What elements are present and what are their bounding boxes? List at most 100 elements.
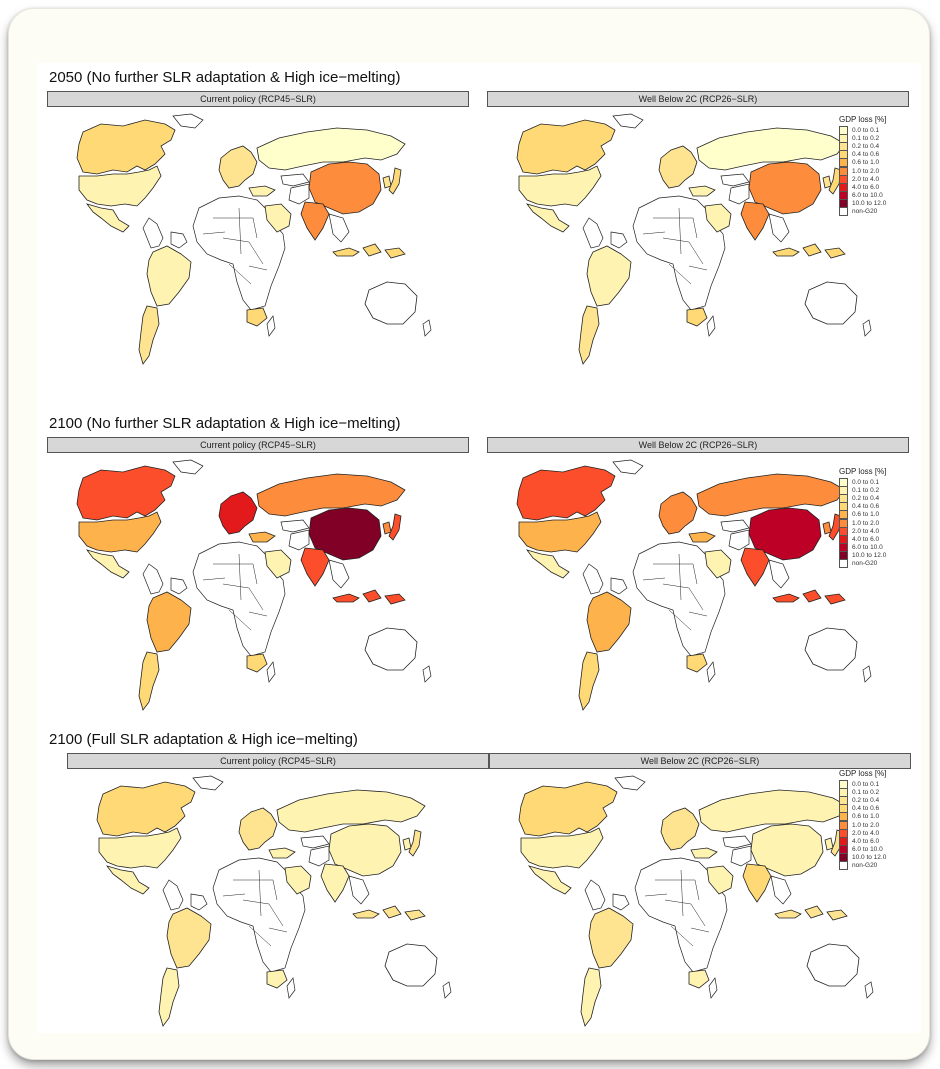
legend-item: 0.0 to 0.1	[839, 126, 905, 134]
legend-item: 0.4 to 0.6	[839, 805, 905, 813]
country-europe	[219, 492, 257, 534]
legend-swatch	[839, 559, 848, 568]
legend-title: GDP loss [%]	[839, 467, 905, 476]
non-g20-land	[287, 978, 295, 998]
non-g20-land	[865, 982, 873, 998]
legend-item: 0.4 to 0.6	[839, 503, 905, 511]
country-brazil	[587, 592, 631, 652]
country-argentina	[581, 968, 601, 1026]
country-turkey	[249, 186, 275, 196]
non-g20-land	[611, 578, 627, 594]
non-g20-land	[267, 662, 275, 682]
country-brazil	[147, 592, 191, 652]
country-argentina	[139, 652, 159, 710]
world-map	[47, 108, 471, 380]
non-g20-land	[583, 218, 603, 248]
country-australia	[385, 944, 437, 986]
non-g20-land	[143, 218, 163, 248]
legend-label: non-G20	[852, 560, 877, 567]
legend-label: 0.2 to 0.4	[852, 495, 879, 502]
country-india	[741, 548, 769, 586]
country-japan	[389, 168, 401, 194]
legend-label: 4.0 to 6.0	[852, 184, 879, 191]
legend-item: 10.0 to 12.0	[839, 552, 905, 560]
legend-item: 10.0 to 12.0	[839, 854, 905, 862]
non-g20-land	[143, 564, 163, 594]
legend-label: non-G20	[852, 208, 877, 215]
non-g20-land	[309, 846, 329, 866]
legend-swatch	[839, 861, 848, 870]
country-australia	[805, 628, 857, 670]
legend-label: 0.0 to 0.1	[852, 127, 879, 134]
world-map	[47, 454, 471, 726]
legend-label: 10.0 to 12.0	[852, 552, 886, 559]
non-g20-land	[267, 316, 275, 336]
legend-label: 0.1 to 0.2	[852, 487, 879, 494]
legend-label: 0.2 to 0.4	[852, 797, 879, 804]
country-india	[301, 548, 329, 586]
legend-label: 0.6 to 1.0	[852, 159, 879, 166]
non-g20-land	[721, 174, 749, 186]
section-2100-full-adaptation: 2100 (Full SLR adaptation & High ice−mel…	[37, 725, 921, 1045]
non-g20-land	[769, 560, 789, 588]
country-canada	[77, 120, 175, 174]
country-canada	[517, 120, 615, 174]
country-europe	[219, 146, 257, 188]
country-turkey	[269, 848, 295, 858]
country-mexico	[107, 866, 149, 894]
non-g20-land	[163, 880, 183, 910]
legend-label: 1.0 to 2.0	[852, 168, 879, 175]
panel-label: Well Below 2C (RCP26−SLR)	[487, 437, 909, 453]
country-mexico	[527, 204, 569, 232]
panel-label: Current policy (RCP45−SLR)	[47, 91, 469, 107]
non-g20-land	[289, 184, 309, 204]
legend-item: 10.0 to 12.0	[839, 200, 905, 208]
non-g20-land	[173, 114, 203, 128]
country-japan	[389, 514, 401, 540]
non-g20-land	[289, 530, 309, 550]
legend-item: non-G20	[839, 560, 905, 568]
non-g20-land	[349, 876, 369, 904]
legend-label: 10.0 to 12.0	[852, 854, 886, 861]
country-india	[741, 202, 769, 240]
legend-label: non-G20	[852, 862, 877, 869]
country-south-africa	[247, 654, 267, 672]
panel-label: Well Below 2C (RCP26−SLR)	[489, 753, 911, 769]
legend-item: 0.2 to 0.4	[839, 494, 905, 502]
country-europe	[659, 492, 697, 534]
country-canada	[77, 466, 175, 520]
legend: GDP loss [%] 0.0 to 0.1 0.1 to 0.2 0.2 to 0…	[839, 769, 905, 870]
legend-item: non-G20	[839, 208, 905, 216]
legend-item: 2.0 to 4.0	[839, 175, 905, 183]
panel-label: Current policy (RCP45−SLR)	[67, 753, 489, 769]
non-g20-land	[707, 662, 715, 682]
map-panel-current-policy: Current policy (RCP45−SLR)	[47, 437, 471, 727]
legend: GDP loss [%] 0.0 to 0.1 0.1 to 0.2 0.2 to 0…	[839, 467, 905, 568]
country-argentina	[159, 968, 179, 1026]
legend-label: 1.0 to 2.0	[852, 822, 879, 829]
non-g20-land	[423, 666, 431, 682]
non-g20-land	[721, 520, 749, 532]
non-g20-land	[583, 564, 603, 594]
legend-label: 2.0 to 4.0	[852, 176, 879, 183]
section-title: 2050 (No further SLR adaptation & High i…	[49, 69, 400, 86]
country-argentina	[579, 652, 599, 710]
non-g20-land	[301, 836, 329, 848]
legend-label: 4.0 to 6.0	[852, 536, 879, 543]
legend-item: 0.0 to 0.1	[839, 780, 905, 788]
country-south-africa	[687, 308, 707, 326]
non-g20-land	[443, 982, 451, 998]
legend-label: 6.0 to 10.0	[852, 544, 883, 551]
legend-item: 4.0 to 6.0	[839, 837, 905, 845]
non-g20-land	[613, 894, 629, 910]
legend-label: 0.4 to 0.6	[852, 503, 879, 510]
country-indonesia	[773, 590, 845, 604]
legend-item: 1.0 to 2.0	[839, 821, 905, 829]
country-korea	[383, 522, 391, 534]
panel-label: Current policy (RCP45−SLR)	[47, 437, 469, 453]
country-indonesia	[333, 244, 405, 258]
non-g20-land	[863, 320, 871, 336]
non-g20-land	[709, 978, 717, 998]
country-australia	[365, 628, 417, 670]
country-japan	[409, 830, 421, 856]
